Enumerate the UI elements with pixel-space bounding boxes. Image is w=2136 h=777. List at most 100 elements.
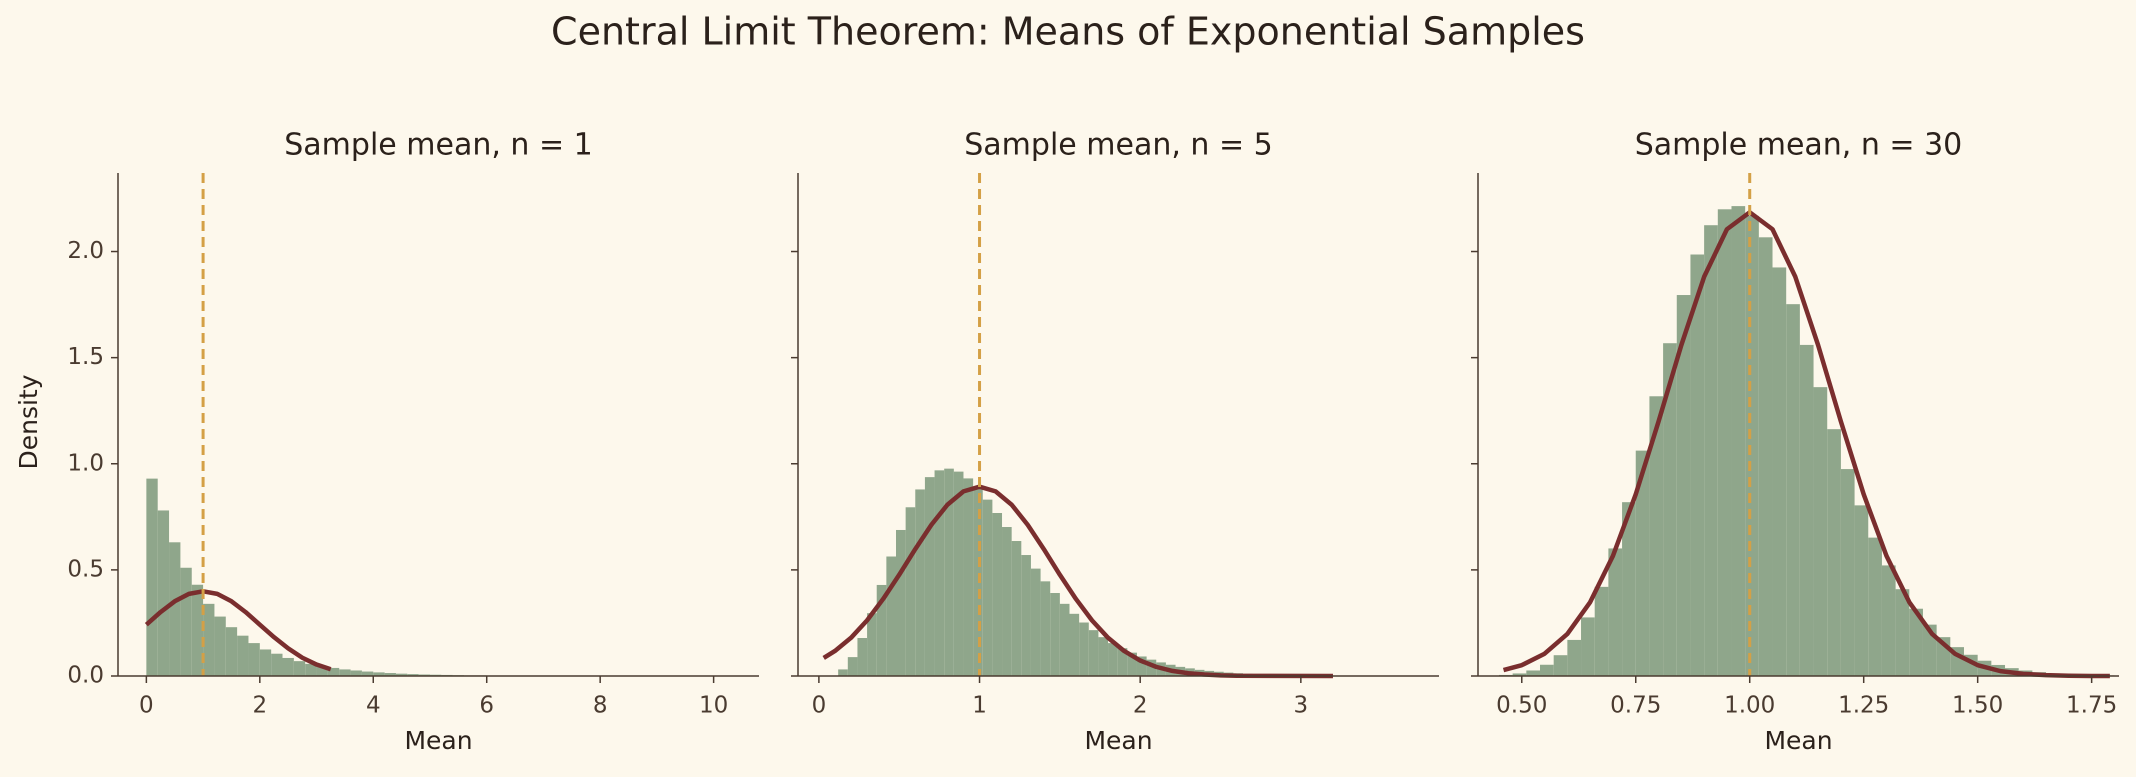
x-tick-label: 1.00 (1724, 693, 1775, 719)
histogram-bar (1758, 237, 1773, 676)
x-axis-label: Mean (1764, 726, 1832, 755)
histogram-bar (316, 666, 328, 676)
histogram-bar (1622, 502, 1636, 676)
histogram-bar (157, 510, 170, 676)
histogram-bar (1676, 295, 1691, 676)
histogram-bar (169, 542, 181, 676)
histogram-bar (934, 470, 945, 676)
histogram-bar (944, 468, 954, 676)
x-tick-label: 8 (593, 693, 608, 719)
histogram-bar (1079, 622, 1089, 676)
subplot-title: Sample mean, n = 30 (1635, 128, 1963, 163)
histogram-bar (146, 478, 158, 676)
histogram-bar (1040, 581, 1051, 676)
x-tick-label: 6 (479, 693, 494, 719)
histogram-bar (259, 649, 272, 676)
x-tick-label: 0.50 (1496, 693, 1547, 719)
x-tick-label: 0.75 (1610, 693, 1661, 719)
histogram-bar (180, 567, 192, 676)
histogram-bar (1069, 613, 1080, 676)
histogram-bar (1581, 617, 1595, 676)
y-tick-label: 1.0 (67, 450, 104, 476)
x-tick-label: 2 (252, 693, 267, 719)
histogram-bar (1690, 254, 1705, 677)
x-tick-label: 3 (1294, 693, 1309, 719)
histogram-bar (1895, 589, 1910, 676)
histogram-bar (915, 489, 925, 676)
y-axis-label: Density (14, 374, 43, 469)
histogram-bar (1813, 387, 1828, 676)
histogram-bar (1840, 469, 1855, 676)
histogram-bar (847, 657, 858, 676)
histogram-bar (1136, 656, 1147, 676)
histogram-bar (1146, 659, 1157, 676)
histogram-bar (1868, 537, 1882, 676)
histogram-bar (838, 669, 848, 676)
histogram-bar (1731, 206, 1746, 676)
y-tick-label: 1.5 (67, 344, 104, 370)
histogram-bar (407, 674, 419, 676)
histogram-bar (1059, 603, 1070, 676)
y-tick-label: 2.0 (67, 238, 104, 264)
histogram-bar (1745, 215, 1759, 676)
histogram-bar (1827, 429, 1841, 676)
histogram-bar (305, 663, 317, 676)
x-tick-label: 2 (1133, 693, 1148, 719)
x-axis-label: Mean (1084, 726, 1152, 755)
histogram-bar (1553, 655, 1568, 676)
histogram-bar (886, 556, 896, 676)
figure-title: Central Limit Theorem: Means of Exponent… (551, 10, 1585, 54)
histogram-bar (1594, 586, 1609, 676)
histogram-bar (1030, 568, 1041, 676)
histogram-bar (963, 478, 974, 676)
histogram-bar (1098, 637, 1109, 676)
histogram-bar (1663, 343, 1677, 676)
histogram-bar (1088, 630, 1099, 676)
histogram-bar (895, 529, 906, 676)
histogram-bar (1108, 643, 1118, 676)
histogram-bar (1704, 225, 1718, 676)
y-tick-label: 0.0 (67, 663, 104, 689)
histogram-bar (225, 627, 238, 676)
histogram-bar (876, 584, 887, 676)
histogram-bar (857, 638, 868, 676)
histogram-bar (237, 635, 249, 676)
x-tick-label: 1 (972, 693, 987, 719)
x-tick-label: 1.50 (1952, 693, 2003, 719)
x-tick-label: 0 (812, 693, 827, 719)
x-tick-label: 10 (699, 693, 728, 719)
histogram-bar (1635, 450, 1650, 676)
histogram-bar (191, 584, 204, 676)
histogram-bar (1117, 648, 1128, 676)
x-tick-label: 0 (139, 693, 154, 719)
subplot-title: Sample mean, n = 5 (964, 128, 1272, 163)
histogram-bar (214, 616, 226, 676)
histogram-bar (384, 673, 396, 676)
histogram-bar (1127, 652, 1137, 676)
histogram-bar (282, 657, 294, 676)
histogram-bar (327, 667, 340, 676)
histogram-bar (1649, 396, 1664, 676)
histogram-bar (373, 672, 385, 676)
histogram-bar (1567, 639, 1582, 676)
histogram-bar (982, 499, 993, 676)
histogram-bar (867, 613, 877, 676)
y-tick-label: 0.5 (67, 556, 104, 582)
subplot-title: Sample mean, n = 1 (284, 128, 592, 163)
histogram-bar (1002, 527, 1012, 676)
histogram-bar (339, 669, 351, 676)
normal-curve (1502, 210, 2110, 679)
normal-curve (822, 484, 1333, 679)
normal-curve (144, 589, 332, 672)
histogram-bar (248, 643, 260, 676)
histogram-bar (271, 653, 283, 676)
histogram-bar (953, 471, 964, 676)
histogram-bar (203, 603, 215, 676)
x-axis-label: Mean (404, 726, 472, 755)
histogram-bar (924, 477, 935, 676)
histogram-bar (1786, 304, 1800, 676)
histogram-bar (973, 487, 983, 676)
histogram-bar (1050, 593, 1060, 676)
histogram-bar (350, 670, 362, 676)
